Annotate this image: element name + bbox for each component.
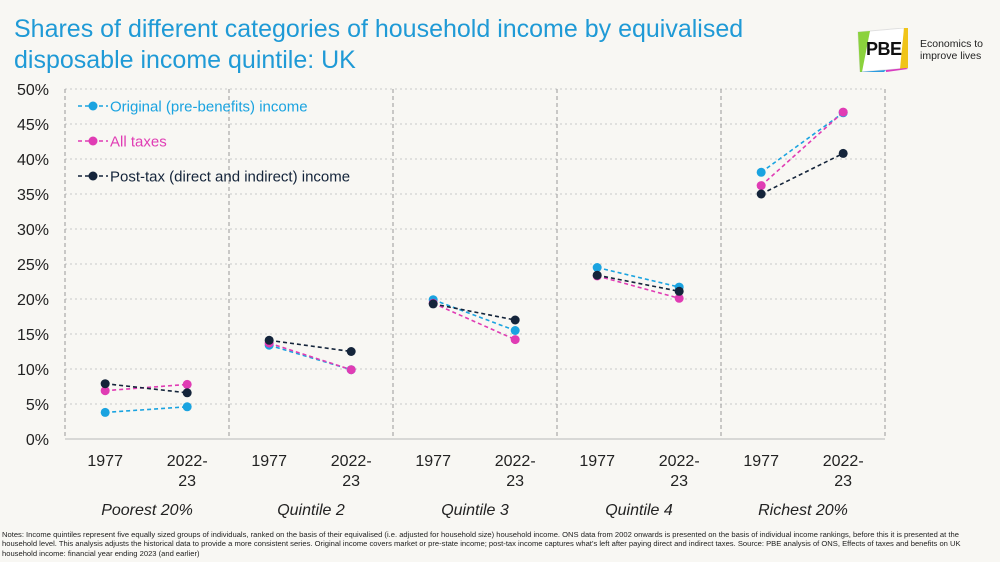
group-label: Quintile 2 — [277, 502, 345, 519]
series-line — [105, 382, 188, 394]
y-tick-label: 50% — [17, 82, 49, 99]
x-tick-label: 2022- — [659, 453, 700, 470]
y-tick-label: 35% — [17, 187, 49, 204]
data-point — [510, 315, 520, 325]
data-point — [756, 189, 766, 199]
series-line — [760, 111, 844, 187]
data-point — [592, 263, 602, 272]
series-line — [105, 406, 188, 414]
data-point — [756, 181, 766, 191]
data-point — [510, 335, 520, 345]
chart-title: Shares of different categories of househ… — [14, 15, 744, 74]
data-point — [346, 365, 356, 375]
data-point — [346, 347, 356, 356]
data-point — [510, 326, 520, 335]
y-tick-label: 30% — [17, 222, 49, 239]
legend-marker — [88, 136, 98, 146]
series-line — [596, 266, 680, 288]
data-point — [674, 293, 684, 303]
logo-text: PBE — [866, 39, 902, 59]
footnote: Notes: Income quintiles represent five e… — [2, 530, 961, 558]
data-point — [182, 379, 192, 389]
y-tick-label: 0% — [26, 432, 49, 449]
data-point — [838, 107, 848, 117]
x-tick-label: 23 — [834, 473, 852, 490]
logo-tagline: Economics to improve lives — [920, 38, 984, 62]
y-tick-label: 45% — [17, 117, 49, 134]
legend-label: All taxes — [110, 134, 167, 151]
series-line — [596, 275, 680, 300]
y-tick-label: 15% — [17, 327, 49, 344]
legend-marker — [88, 101, 98, 111]
x-tick-label: 2022- — [331, 453, 372, 470]
series-line — [433, 303, 516, 321]
data-point — [756, 167, 766, 177]
series-line — [760, 152, 844, 195]
legend-label: Post-tax (direct and indirect) income — [110, 169, 350, 186]
x-tick-label: 1977 — [415, 453, 451, 470]
y-tick-label: 5% — [26, 397, 49, 414]
series-line — [760, 112, 844, 173]
series-line — [269, 339, 352, 353]
x-tick-label: 2022- — [495, 453, 536, 470]
x-tick-label: 2022- — [167, 453, 208, 470]
logo-frame-icon — [857, 28, 908, 72]
chart-area: 0% 5% 10% 15% 20% 25% 30% 35% 40% 45% 50% 1977 2022-… — [17, 82, 886, 519]
data-point — [182, 402, 192, 412]
x-tick-label: 1977 — [743, 453, 779, 470]
y-tick-label: 10% — [17, 362, 49, 379]
series-line — [268, 342, 352, 371]
x-tick-label: 1977 — [579, 453, 615, 470]
data-point — [100, 379, 110, 389]
x-tick-label: 23 — [670, 473, 688, 490]
series-line — [432, 302, 516, 341]
group-label: Richest 20% — [758, 502, 848, 519]
data-point — [264, 335, 274, 345]
series-line — [432, 298, 516, 332]
y-tick-label: 25% — [17, 257, 49, 274]
x-tick-label: 1977 — [251, 453, 287, 470]
x-tick-label: 23 — [178, 473, 196, 490]
data-point — [100, 386, 110, 396]
x-tick-label: 23 — [342, 473, 360, 490]
pbe-logo: PBE Economics to improve lives — [856, 28, 996, 74]
data-point — [674, 286, 684, 296]
group-label: Quintile 3 — [441, 502, 509, 519]
series-line — [105, 383, 188, 392]
y-tick-label: 20% — [17, 292, 49, 309]
group-label: Quintile 4 — [605, 502, 673, 519]
data-point — [592, 270, 602, 280]
data-point — [838, 148, 848, 158]
legend-label: Original (pre-benefits) income — [110, 99, 308, 116]
y-tick-label: 40% — [17, 152, 49, 169]
x-tick-label: 1977 — [87, 453, 123, 470]
x-tick-label: 23 — [506, 473, 524, 490]
data-point — [182, 388, 192, 398]
legend-marker — [88, 171, 98, 181]
data-point — [100, 407, 110, 417]
group-label: Poorest 20% — [101, 502, 193, 519]
x-tick-label: 2022- — [823, 453, 864, 470]
data-point — [428, 299, 438, 309]
